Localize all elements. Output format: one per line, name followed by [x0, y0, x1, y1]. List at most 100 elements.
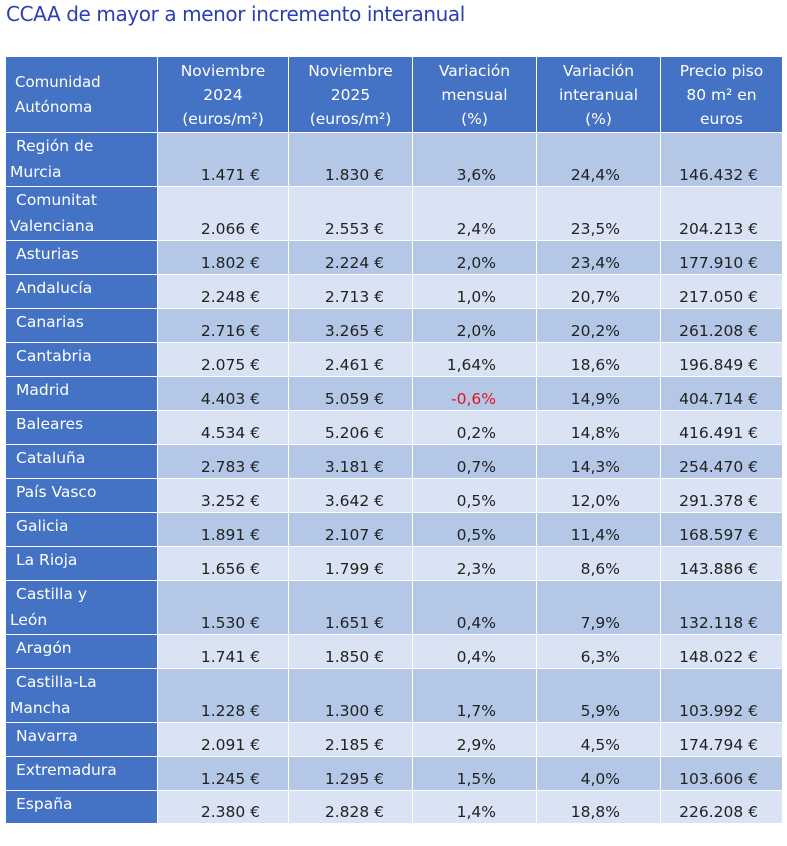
row-name-line: Valenciana: [10, 217, 95, 235]
header-variacion-interanual: Variación interanual (%): [536, 56, 661, 133]
cell-interanual: 14,3%: [536, 444, 661, 479]
table-row: País Vasco 3.252 €3.642 €0,5% 12,0% 291.378…: [5, 478, 783, 513]
cell-mensual: 2,0%: [412, 308, 537, 343]
cell-precio: 174.794 €: [660, 722, 783, 757]
cell-nov2024: 4.403 €: [157, 376, 289, 411]
cell-nov2024: 1.471 €: [157, 132, 289, 187]
table-row: Asturias 1.802 €2.224 €2,0% 23,4% 177.910 €: [5, 240, 783, 275]
price-table: Comunidad Autónoma Noviembre 2024 (euros/m²…: [5, 56, 783, 824]
cell-precio: 177.910 €: [660, 240, 783, 275]
cell-nov2024: 1.656 €: [157, 546, 289, 581]
row-name-line: Canarias: [16, 313, 84, 331]
header-row: Comunidad Autónoma Noviembre 2024 (euros/m²…: [5, 56, 783, 133]
cell-interanual: 12,0%: [536, 478, 661, 513]
row-name-line: Murcia: [10, 163, 62, 181]
row-name: La Rioja: [5, 546, 158, 581]
cell-nov2024: 2.248 €: [157, 274, 289, 309]
cell-nov2024: 1.530 €: [157, 580, 289, 635]
cell-nov2025: 1.850 €: [288, 634, 413, 669]
row-name-line: La Rioja: [16, 551, 78, 569]
row-name: Región de Murcia: [5, 132, 158, 187]
cell-precio: 416.491 €: [660, 410, 783, 445]
cell-interanual: 4,0%: [536, 756, 661, 791]
row-name-line: España: [16, 795, 73, 813]
row-name: Canarias: [5, 308, 158, 343]
cell-mensual: 0,5%: [412, 478, 537, 513]
cell-nov2024: 3.252 €: [157, 478, 289, 513]
table-row: Comunitat Valenciana 2.066 €2.553 €2,4% 23,…: [5, 186, 783, 241]
row-name: Comunitat Valenciana: [5, 186, 158, 241]
row-name-line: Cantabria: [16, 347, 92, 365]
cell-mensual: 1,5%: [412, 756, 537, 791]
cell-mensual: 1,4%: [412, 790, 537, 824]
cell-interanual: 18,8%: [536, 790, 661, 824]
table-row: Aragón 1.741 €1.850 €0,4% 6,3% 148.022 €: [5, 634, 783, 669]
row-name: Madrid: [5, 376, 158, 411]
cell-interanual: 7,9%: [536, 580, 661, 635]
table-row: Andalucía 2.248 €2.713 €1,0% 20,7% 217.050 …: [5, 274, 783, 309]
row-name: Asturias: [5, 240, 158, 275]
header-nov2024: Noviembre 2024 (euros/m²): [157, 56, 289, 133]
cell-nov2024: 2.066 €: [157, 186, 289, 241]
table-row: Cataluña 2.783 €3.181 €0,7% 14,3% 254.470 €: [5, 444, 783, 479]
cell-nov2025: 2.461 €: [288, 342, 413, 377]
cell-mensual: 2,3%: [412, 546, 537, 581]
cell-precio: 261.208 €: [660, 308, 783, 343]
cell-nov2024: 2.716 €: [157, 308, 289, 343]
cell-mensual: -0,6%: [412, 376, 537, 411]
row-name-line: Baleares: [16, 415, 84, 433]
table-row: Baleares 4.534 €5.206 €0,2% 14,8% 416.491 €: [5, 410, 783, 445]
row-name: Aragón: [5, 634, 158, 669]
table-row: Castilla y León 1.530 €1.651 €0,4% 7,9% 132.…: [5, 580, 783, 635]
header-nov2025: Noviembre 2025 (euros/m²): [288, 56, 413, 133]
cell-interanual: 14,8%: [536, 410, 661, 445]
cell-nov2025: 1.799 €: [288, 546, 413, 581]
row-name-line: Aragón: [16, 639, 72, 657]
table-row: Madrid 4.403 €5.059 € -0,6% 14,9% 404.714 €: [5, 376, 783, 411]
row-name-line: Asturias: [16, 245, 79, 263]
cell-nov2025: 3.181 €: [288, 444, 413, 479]
cell-nov2024: 2.075 €: [157, 342, 289, 377]
cell-precio: 168.597 €: [660, 512, 783, 547]
table-body: Región de Murcia 1.471 €1.830 €3,6% 24,4% 14…: [5, 132, 783, 824]
cell-nov2025: 1.300 €: [288, 668, 413, 723]
table-row: La Rioja 1.656 €1.799 €2,3% 8,6% 143.886 €: [5, 546, 783, 581]
cell-precio: 146.432 €: [660, 132, 783, 187]
row-name: Andalucía: [5, 274, 158, 309]
row-name-line: Castilla y: [16, 585, 87, 603]
cell-nov2025: 2.224 €: [288, 240, 413, 275]
cell-nov2024: 1.891 €: [157, 512, 289, 547]
table-row: Cantabria 2.075 €2.461 €1,64% 18,6% 196.849…: [5, 342, 783, 377]
row-name: Cantabria: [5, 342, 158, 377]
table-row: Navarra 2.091 €2.185 €2,9% 4,5% 174.794 €: [5, 722, 783, 757]
cell-interanual: 18,6%: [536, 342, 661, 377]
cell-precio: 196.849 €: [660, 342, 783, 377]
table-row: Región de Murcia 1.471 €1.830 €3,6% 24,4% 14…: [5, 132, 783, 187]
cell-mensual: 0,4%: [412, 634, 537, 669]
cell-precio: 204.213 €: [660, 186, 783, 241]
row-name-line: León: [10, 611, 48, 629]
row-name: Navarra: [5, 722, 158, 757]
table-row: España 2.380 €2.828 €1,4% 18,8% 226.208 €: [5, 790, 783, 824]
cell-nov2024: 1.245 €: [157, 756, 289, 791]
cell-interanual: 5,9%: [536, 668, 661, 723]
cell-interanual: 6,3%: [536, 634, 661, 669]
cell-precio: 103.992 €: [660, 668, 783, 723]
cell-interanual: 20,2%: [536, 308, 661, 343]
row-name-line: Cataluña: [16, 449, 86, 467]
cell-interanual: 23,4%: [536, 240, 661, 275]
row-name-line: Navarra: [16, 727, 78, 745]
row-name: Castilla-La Mancha: [5, 668, 158, 723]
cell-precio: 217.050 €: [660, 274, 783, 309]
cell-mensual: 2,4%: [412, 186, 537, 241]
cell-nov2025: 2.185 €: [288, 722, 413, 757]
row-name-line: Comunitat: [16, 191, 98, 209]
cell-mensual: 1,0%: [412, 274, 537, 309]
cell-nov2024: 1.741 €: [157, 634, 289, 669]
cell-nov2025: 3.265 €: [288, 308, 413, 343]
cell-nov2025: 2.553 €: [288, 186, 413, 241]
cell-nov2024: 2.783 €: [157, 444, 289, 479]
row-name: Baleares: [5, 410, 158, 445]
cell-interanual: 23,5%: [536, 186, 661, 241]
cell-precio: 143.886 €: [660, 546, 783, 581]
